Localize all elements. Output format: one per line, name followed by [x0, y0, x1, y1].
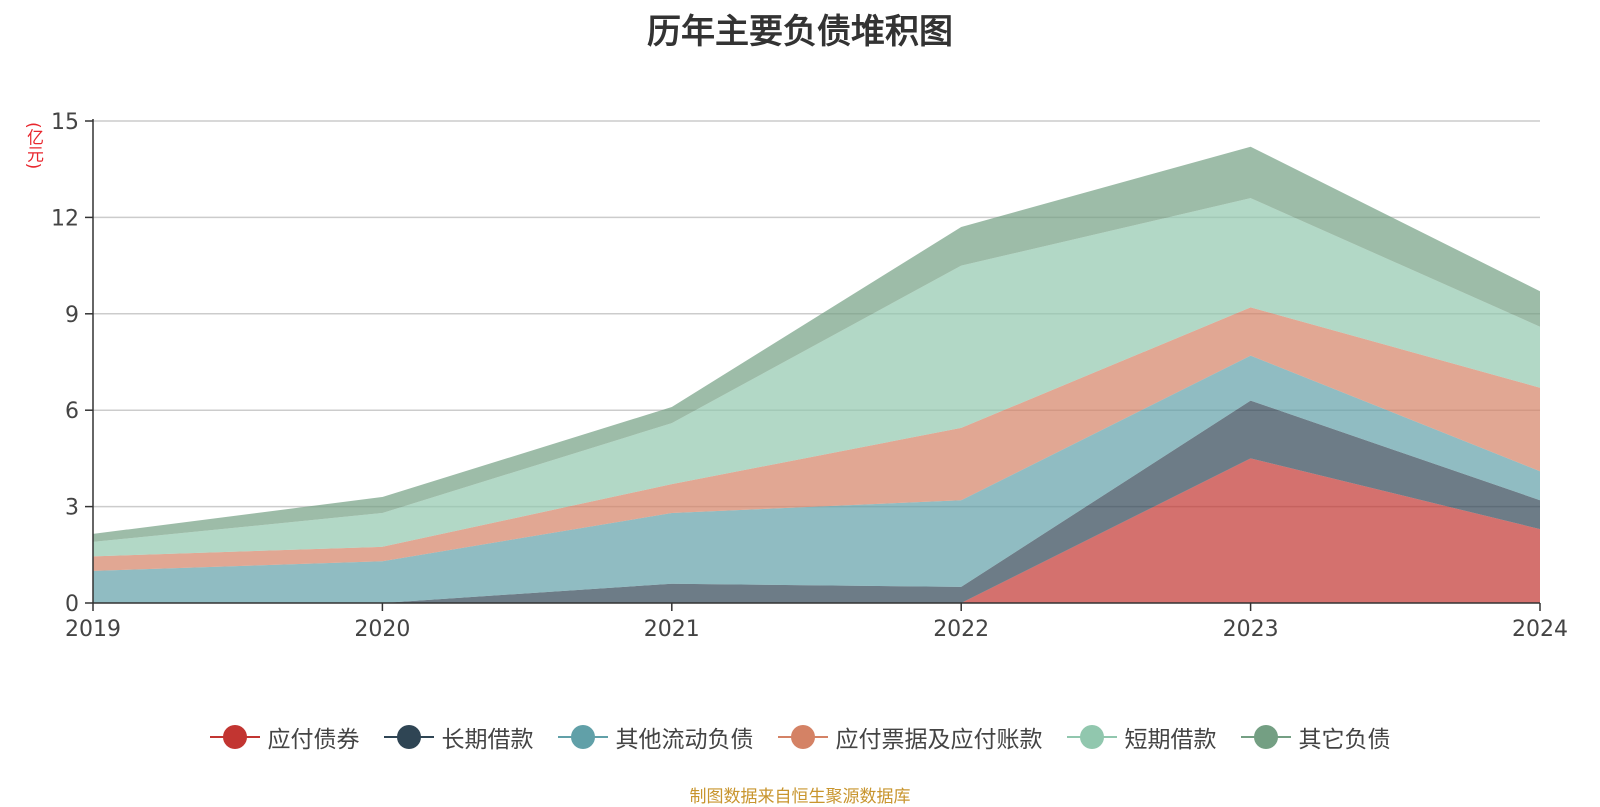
x-tick-label: 2024: [1512, 617, 1568, 642]
legend-marker-icon: [1240, 725, 1291, 749]
y-tick-label: 12: [51, 206, 79, 231]
legend-label: 短期借款: [1124, 727, 1217, 753]
y-tick-label: 3: [65, 496, 79, 521]
y-tick-label: 15: [51, 110, 79, 135]
legend-item[interactable]: 应付票据及应付账款: [777, 720, 1043, 754]
y-tick-label: 0: [65, 592, 79, 617]
x-tick-label: 2020: [354, 617, 410, 642]
area-series-2: [93, 400, 1540, 603]
area-series-6: [93, 146, 1540, 542]
legend-marker-icon: [209, 725, 260, 749]
legend-item[interactable]: 其它负债: [1240, 720, 1391, 754]
legend-marker-icon: [557, 725, 608, 749]
chart-title: 历年主要负债堆积图: [647, 12, 953, 52]
legend-item[interactable]: 应付债券: [209, 720, 360, 754]
area-series-4: [93, 307, 1540, 571]
legend-label: 长期借款: [441, 727, 534, 753]
area-series: [93, 146, 1540, 603]
y-tick-label: 6: [65, 399, 79, 424]
x-tick-label: 2022: [933, 617, 989, 642]
legend-item[interactable]: 其他流动负债: [557, 720, 754, 754]
legend-marker-icon: [777, 725, 828, 749]
legend-marker-icon: [1066, 725, 1117, 749]
legend: 应付债券 长期借款 其他流动负债 应付票据及应付账款 短期借款 其它负债: [0, 720, 1600, 754]
x-tick-label: 2023: [1223, 617, 1279, 642]
area-series-5: [93, 198, 1540, 557]
legend-label: 其他流动负债: [615, 727, 754, 753]
y-tick-label: 9: [65, 303, 79, 328]
x-tick-label: 2019: [65, 617, 121, 642]
legend-marker-icon: [383, 725, 434, 749]
x-tick-label: 2021: [644, 617, 700, 642]
legend-item[interactable]: 长期借款: [383, 720, 534, 754]
y-axis-unit-label: (亿元): [23, 122, 43, 170]
axes: 0 3 6 9 12 15 2019 2020 2021 2022 2023 2024: [51, 110, 1568, 642]
area-series-3: [93, 355, 1540, 603]
legend-label: 应付票据及应付账款: [835, 727, 1043, 753]
legend-label: 其它负债: [1298, 727, 1391, 753]
legend-label: 应付债券: [267, 727, 360, 753]
source-note: 制图数据来自恒生聚源数据库: [689, 787, 911, 807]
legend-item[interactable]: 短期借款: [1066, 720, 1217, 754]
